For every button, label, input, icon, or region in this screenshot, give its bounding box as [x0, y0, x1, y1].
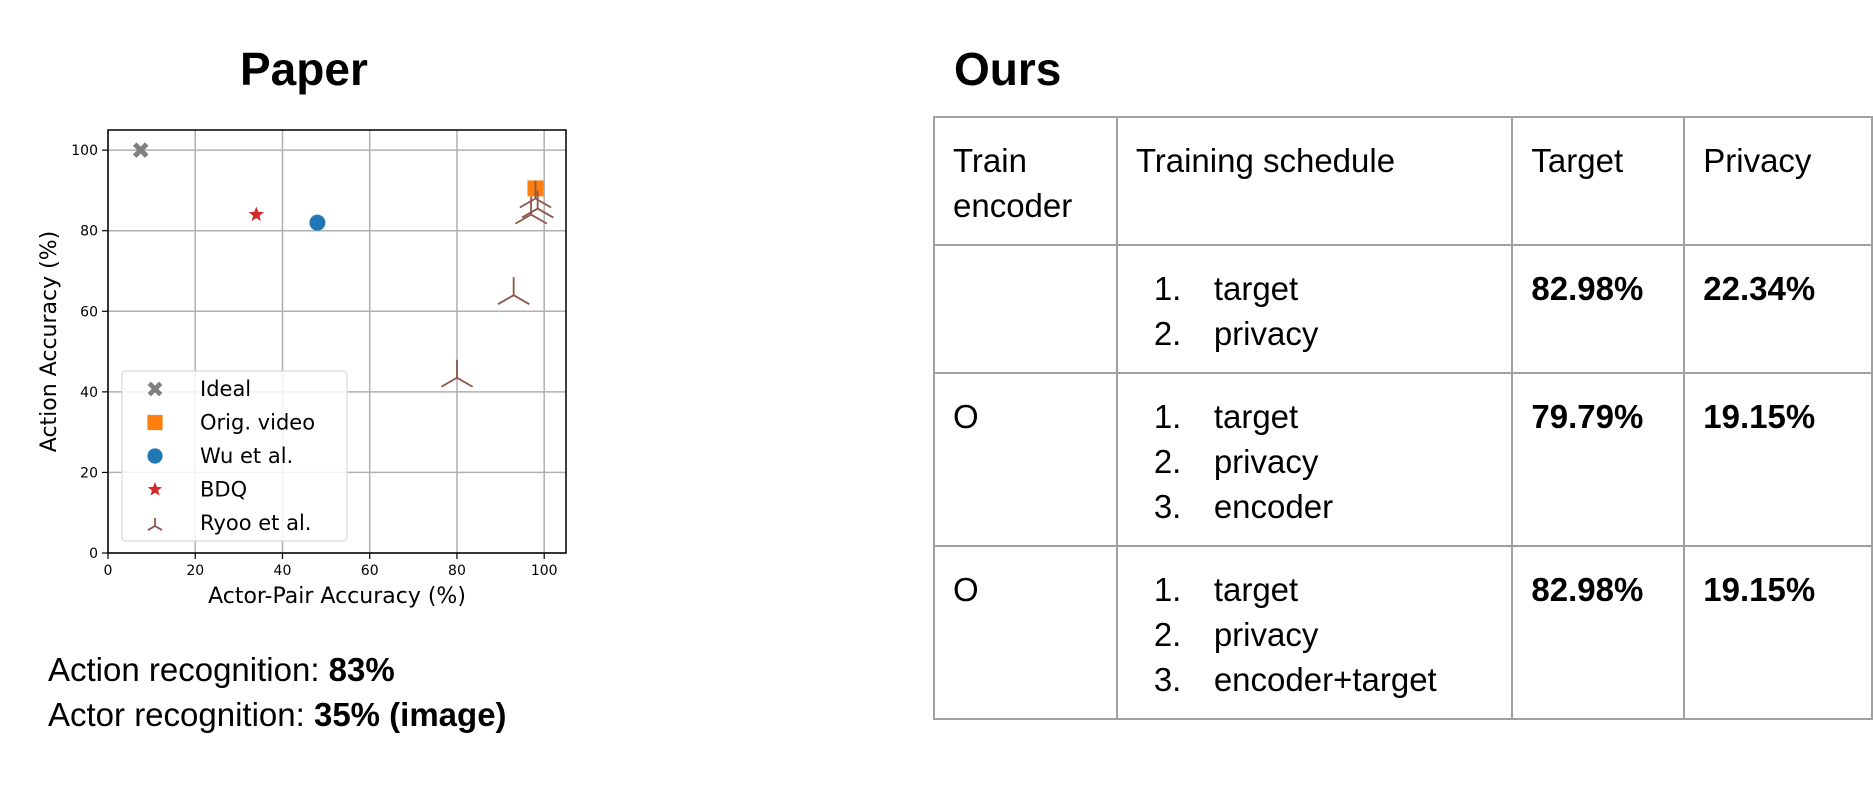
data-point-circle: [309, 214, 326, 231]
y-tick-label: 60: [80, 304, 98, 320]
legend-marker: [147, 448, 163, 464]
data-point-x: [132, 142, 149, 158]
legend-marker: [147, 481, 163, 496]
privacy-cell: 19.15%: [1683, 545, 1873, 720]
schedule-step: 2. privacy: [1136, 439, 1494, 484]
x-tick-label: 80: [448, 563, 466, 579]
recognition-notes: Action recognition: 83% Actor recognitio…: [48, 647, 507, 737]
privacy-cell: 19.15%: [1683, 372, 1873, 547]
y-tick-label: 0: [89, 546, 98, 562]
schedule-step: 3. encoder+target: [1136, 657, 1494, 702]
header-train-encoder: Train encoder: [933, 116, 1118, 246]
actor-recognition-value: 35% (image): [313, 696, 507, 733]
action-recognition-note: Action recognition: 83%: [48, 647, 507, 692]
header-target: Target: [1511, 116, 1686, 246]
actor-recognition-label: Actor recognition:: [48, 696, 314, 733]
data-point-tri: [519, 180, 552, 209]
x-tick-label: 0: [104, 563, 113, 579]
legend-marker: [147, 517, 163, 531]
schedule-step: 1. target: [1136, 567, 1494, 612]
action-recognition-label: Action recognition:: [48, 651, 329, 688]
privacy-cell: 22.34%: [1683, 244, 1873, 374]
schedule-step-label: privacy: [1213, 443, 1319, 480]
schedule-step-label: target: [1213, 398, 1299, 435]
schedule-step: 2. privacy: [1136, 612, 1494, 657]
train-encoder-cell: O: [933, 545, 1118, 720]
train-encoder-cell: [933, 244, 1118, 374]
schedule-step-label: encoder+target: [1213, 661, 1437, 698]
ours-heading: Ours: [954, 43, 1062, 95]
actor-recognition-note: Actor recognition: 35% (image): [48, 692, 507, 737]
legend-label: Orig. video: [200, 411, 315, 435]
y-tick-label: 40: [80, 385, 98, 401]
legend-label: Ryoo et al.: [200, 511, 311, 535]
y-tick-label: 80: [80, 224, 98, 240]
plot-frame: [107, 129, 567, 554]
schedule-list: 1. target 2. privacy: [1136, 266, 1494, 356]
target-cell: 79.79%: [1511, 372, 1686, 547]
x-tick-label: 40: [274, 563, 292, 579]
target-cell: 82.98%: [1511, 545, 1686, 720]
y-tick-label: 100: [71, 143, 98, 159]
target-cell: 82.98%: [1511, 244, 1686, 374]
legend-marker: [147, 381, 163, 397]
schedule-step: 2. privacy: [1136, 311, 1494, 356]
legend-box: [121, 370, 348, 542]
legend-label: Ideal: [200, 377, 251, 401]
schedule-step-label: target: [1213, 270, 1299, 307]
schedule-step: 1. target: [1136, 266, 1494, 311]
schedule-list: 1. target 2. privacy 3. encoder+target: [1136, 567, 1494, 702]
table-row: O 1. target 2. privacy 3. encoder 79.79% 19…: [933, 372, 1873, 547]
schedule-list: 1. target 2. privacy 3. encoder: [1136, 394, 1494, 529]
schedule-step-label: target: [1213, 571, 1299, 608]
y-axis-label: Action Accuracy (%): [37, 231, 62, 452]
legend-label: Wu et al.: [200, 444, 293, 468]
train-encoder-cell: O: [933, 372, 1118, 547]
schedule-cell: 1. target 2. privacy: [1115, 244, 1514, 374]
schedule-cell: 1. target 2. privacy 3. encoder+target: [1115, 545, 1514, 720]
schedule-step: 1. target: [1136, 394, 1494, 439]
x-tick-label: 60: [361, 563, 379, 579]
legend-marker: [147, 414, 163, 431]
scatter-chart: 0 20 40 60 80 100 0 20 40 60 80 100 Actor-Pair Accur…: [37, 129, 567, 609]
schedule-cell: 1. target 2. privacy 3. encoder: [1115, 372, 1514, 547]
action-recognition-value: 83%: [328, 651, 395, 688]
table-header-row: Train encoder Training schedule Target P…: [933, 116, 1873, 246]
data-point-tri: [440, 359, 474, 388]
table-row: O 1. target 2. privacy 3. encoder+target 82…: [933, 545, 1873, 720]
results-table: Train encoder Training schedule Target P…: [933, 116, 1873, 720]
x-tick-label: 100: [531, 563, 558, 579]
legend-label: BDQ: [200, 478, 247, 502]
header-training-schedule: Training schedule: [1115, 116, 1514, 246]
schedule-step-label: encoder: [1213, 488, 1334, 525]
paper-heading: Paper: [240, 43, 368, 95]
x-tick-label: 20: [186, 563, 204, 579]
data-point-star: [248, 206, 264, 222]
schedule-step-label: privacy: [1213, 315, 1319, 352]
schedule-step: 3. encoder: [1136, 484, 1494, 529]
y-tick-label: 20: [80, 465, 98, 481]
x-axis-label: Actor-Pair Accuracy (%): [208, 584, 466, 609]
schedule-step-label: privacy: [1213, 616, 1319, 653]
table-row: 1. target 2. privacy 82.98% 22.34%: [933, 244, 1873, 374]
data-point-tri: [497, 277, 530, 305]
header-privacy: Privacy: [1683, 116, 1873, 246]
